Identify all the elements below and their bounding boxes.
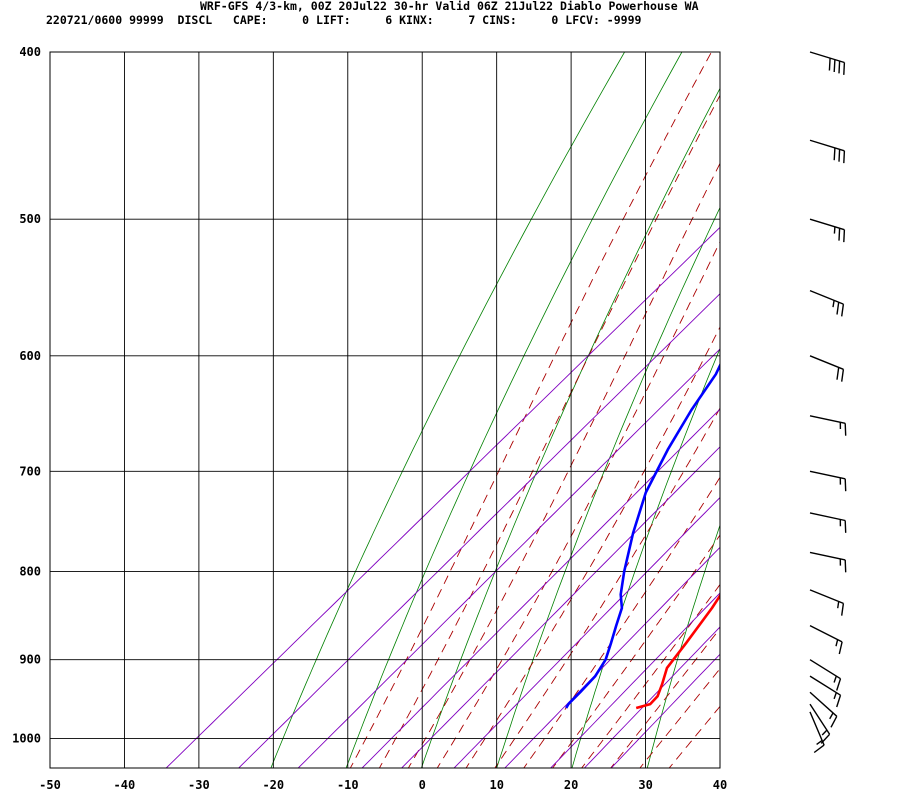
- x-tick-label: -20: [262, 778, 284, 792]
- wind-barb: [809, 51, 846, 75]
- mixing-ratio-line: [550, 592, 720, 768]
- x-tick-label: -30: [188, 778, 210, 792]
- y-tick-label: 600: [19, 349, 41, 363]
- y-tick-label: 700: [19, 464, 41, 478]
- grid: [50, 51, 720, 768]
- x-tick-label: 20: [564, 778, 578, 792]
- wind-barb: [809, 691, 838, 728]
- mixing-ratio-line: [610, 653, 720, 768]
- mixing-ratio-line: [238, 293, 720, 768]
- moist-adiabat: [523, 476, 720, 768]
- wind-barb: [809, 711, 825, 754]
- wind-barb: [809, 218, 846, 243]
- x-tick-label: 40: [713, 778, 727, 792]
- moist-adiabat: [494, 407, 720, 768]
- plot-frame: [49, 51, 721, 769]
- wind-barb: [809, 289, 845, 317]
- dry-adiabat: [571, 347, 720, 768]
- dry-adiabat: [345, 52, 683, 768]
- y-tick-label: 800: [19, 564, 41, 578]
- mixing-ratio-line: [297, 348, 720, 768]
- y-tick-label: 1000: [12, 732, 41, 746]
- sounding-traces: [565, 362, 720, 710]
- wind-barb: [809, 703, 831, 744]
- dry-adiabat: [798, 14, 900, 768]
- y-tick-label: 500: [19, 212, 41, 226]
- wind-barbs: [809, 51, 847, 754]
- moist-adiabat: [407, 162, 720, 768]
- wind-barb: [809, 512, 847, 533]
- moist-adiabat: [436, 240, 720, 768]
- moist-adiabat: [581, 583, 720, 768]
- temperature-trace: [635, 593, 720, 710]
- dry-adiabat: [270, 52, 626, 768]
- x-tick-label: 0: [419, 778, 426, 792]
- dry-adiabat: [723, 14, 900, 768]
- moist-adiabat: [610, 627, 720, 768]
- moist-adiabat: [465, 326, 720, 768]
- header-line-1: WRF-GFS 4/3-km, 00Z 20Jul22 30-hr Valid …: [200, 0, 699, 13]
- wind-barb: [809, 139, 846, 164]
- wind-barb: [809, 355, 845, 382]
- y-tick-label: 400: [19, 45, 41, 59]
- mixing-ratio-line: [165, 226, 720, 768]
- dewpoint-trace: [565, 362, 720, 709]
- header-line-2: 220721/0600 99999 DISCL CAPE: 0 LIFT: 6 …: [46, 13, 642, 27]
- wind-barb: [809, 675, 842, 708]
- mixing-ratio-line: [584, 626, 720, 768]
- wind-barb: [809, 551, 847, 573]
- wind-barb: [809, 659, 842, 691]
- moist-adiabat: [552, 534, 720, 768]
- wind-barb: [809, 624, 843, 655]
- dry-adiabat: [421, 87, 720, 768]
- x-tick-labels: -50 -40 -30 -20 -10 0 10 20 30 40: [39, 778, 727, 792]
- mixing-ratio-line: [401, 446, 720, 768]
- dry-adiabat: [873, 14, 900, 768]
- wind-barb: [809, 415, 847, 436]
- y-tick-labels: 400 500 600 700 800 900 1000: [12, 45, 41, 746]
- dry-adiabat: [646, 523, 720, 768]
- wind-barb: [809, 589, 845, 616]
- x-tick-label: 10: [489, 778, 503, 792]
- wind-barb: [809, 470, 847, 492]
- dry-adiabat: [496, 206, 720, 768]
- y-tick-label: 900: [19, 653, 41, 667]
- x-tick-label: 30: [638, 778, 652, 792]
- mixing-ratio-line: [453, 496, 720, 768]
- x-tick-label: -40: [114, 778, 136, 792]
- background-lines: [165, 14, 900, 768]
- x-tick-label: -50: [39, 778, 61, 792]
- mixing-ratio-line: [361, 408, 720, 768]
- x-tick-label: -10: [337, 778, 359, 792]
- moist-adiabat: [639, 667, 720, 768]
- moist-adiabat: [349, 52, 713, 768]
